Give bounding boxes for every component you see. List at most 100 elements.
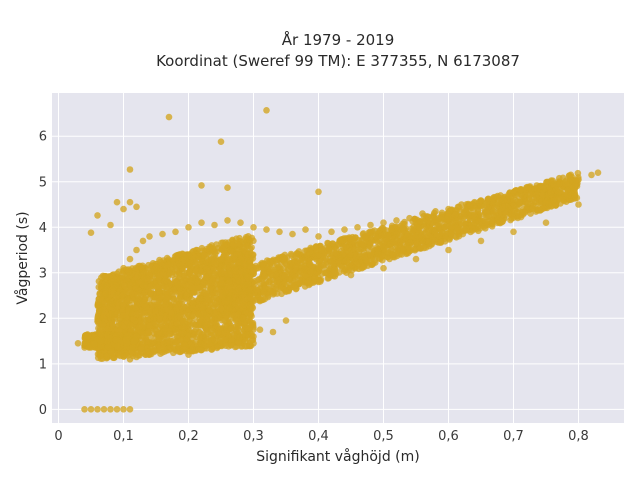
data-point [156,315,163,323]
data-point [147,289,154,297]
data-point [139,237,147,245]
data-point [397,244,404,251]
data-point [498,205,506,212]
data-point [444,213,452,220]
data-point [575,201,582,208]
data-point [246,286,253,294]
data-point [113,298,120,306]
data-point [94,212,101,219]
data-point [356,240,364,247]
data-point [471,216,479,223]
data-point [353,260,361,267]
data-point [354,224,361,231]
data-point [251,280,258,288]
data-point [180,329,187,337]
data-point [280,257,288,265]
data-point [126,255,134,263]
data-point [197,346,205,354]
data-point [412,233,419,241]
x-tick-label: 0,4 [308,429,329,444]
data-point [389,251,397,258]
data-point [125,268,133,276]
data-point [346,263,354,271]
data-point [500,197,508,204]
data-point [142,282,150,290]
data-point [567,176,575,184]
data-point [185,224,192,231]
data-point [201,251,208,259]
data-point [146,233,153,240]
data-point [513,209,521,216]
data-point [276,228,283,236]
data-point [133,311,140,318]
data-point [122,314,130,321]
data-point [296,256,304,263]
data-point [232,323,240,330]
data-point [208,258,215,266]
data-point [198,219,205,226]
data-point [342,243,350,251]
data-point [168,309,175,317]
data-point [211,271,218,278]
data-point [235,277,242,285]
data-point [519,208,526,216]
data-point [152,264,160,271]
data-point [362,233,369,241]
data-point [112,336,119,344]
data-point [477,197,485,204]
data-point [451,211,459,219]
data-point [187,341,195,349]
data-point [460,219,468,227]
data-point [171,276,179,283]
data-point [269,328,277,336]
data-point [219,269,226,277]
data-point [218,305,225,313]
data-point [281,273,289,280]
data-point [505,204,512,212]
data-point [315,258,323,266]
data-point [330,260,337,268]
data-point [324,275,332,282]
data-point [242,337,249,345]
data-point [157,322,165,330]
data-point [132,317,139,325]
data-point [221,317,228,324]
data-point [190,247,197,255]
data-point [156,256,163,264]
data-point [263,107,270,114]
data-point [309,267,317,275]
data-point [293,279,301,287]
data-point [209,277,217,284]
data-point [466,202,474,209]
data-point [529,205,536,213]
data-point [85,344,93,351]
data-point [311,274,319,282]
data-point [547,178,555,186]
data-point [594,169,602,176]
data-point [312,251,319,259]
data-point [165,113,173,121]
data-point [247,311,254,319]
data-point [460,213,468,220]
data-point [159,230,166,238]
data-point [490,208,497,215]
data-point [199,331,207,339]
data-point [177,336,185,344]
chart-title-line-1: År 1979 - 2019 [282,30,395,49]
data-point [87,229,95,236]
data-point [218,334,225,342]
data-point [179,317,186,325]
data-point [97,337,105,345]
data-point [175,329,182,336]
data-point [176,251,184,258]
data-point [419,237,426,245]
data-point [378,252,386,259]
data-point [114,343,121,350]
data-point [352,234,359,241]
data-point [545,201,553,208]
y-tick-label: 3 [39,266,47,281]
data-point [162,305,170,313]
x-tick-label: 0,6 [438,429,459,444]
data-point [256,296,264,304]
